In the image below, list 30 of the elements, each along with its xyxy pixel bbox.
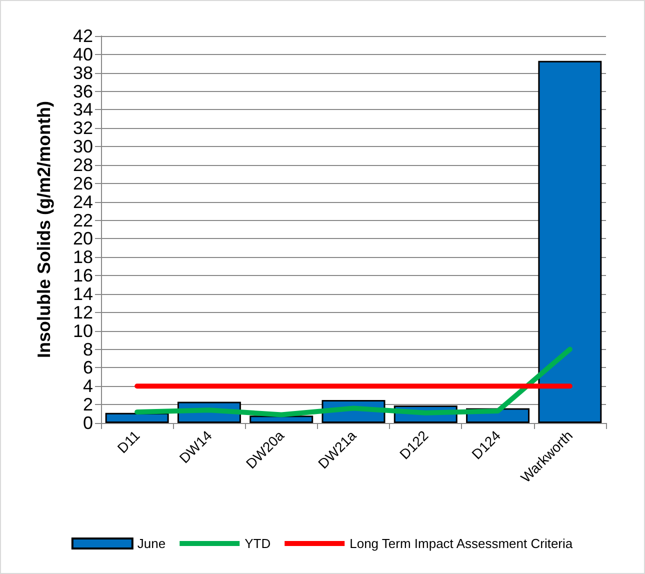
- y-tick-label: 22: [72, 210, 93, 230]
- y-tick-label: 4: [82, 376, 93, 396]
- x-tick-label: D11: [114, 427, 143, 456]
- y-tick-label: 0: [82, 413, 93, 433]
- y-tick-label: 14: [72, 284, 93, 304]
- y-tick-label: 16: [72, 266, 93, 286]
- y-tick-label: 28: [72, 155, 93, 175]
- y-tick-label: 42: [72, 26, 93, 46]
- y-tick-label: 38: [72, 62, 93, 83]
- y-tick-label: 10: [72, 320, 93, 341]
- y-tick-label: 34: [72, 100, 93, 120]
- y-tick-label: 30: [72, 136, 93, 157]
- y-tick-label: 2: [82, 394, 93, 415]
- y-tick-label: 26: [72, 173, 93, 194]
- y-tick-label: 6: [82, 358, 93, 378]
- y-axis-title: Insoluble Solids (g/m2/month): [34, 100, 54, 358]
- y-tick-label: 32: [72, 118, 93, 138]
- y-tick-label: 40: [72, 44, 93, 64]
- y-tick-label: 12: [72, 302, 93, 322]
- bar: [250, 416, 314, 423]
- y-tick-label: 18: [72, 247, 93, 268]
- bar: [538, 60, 602, 423]
- y-tick-label: 24: [72, 192, 93, 212]
- y-tick-label: 8: [82, 339, 93, 360]
- legend-label: June: [137, 536, 166, 551]
- y-tick-label: 20: [72, 228, 93, 249]
- legend-label: YTD: [244, 536, 271, 551]
- y-tick-label: 36: [72, 81, 93, 102]
- legend-label: Long Term Impact Assessment Criteria: [350, 536, 574, 551]
- bar: [105, 412, 169, 423]
